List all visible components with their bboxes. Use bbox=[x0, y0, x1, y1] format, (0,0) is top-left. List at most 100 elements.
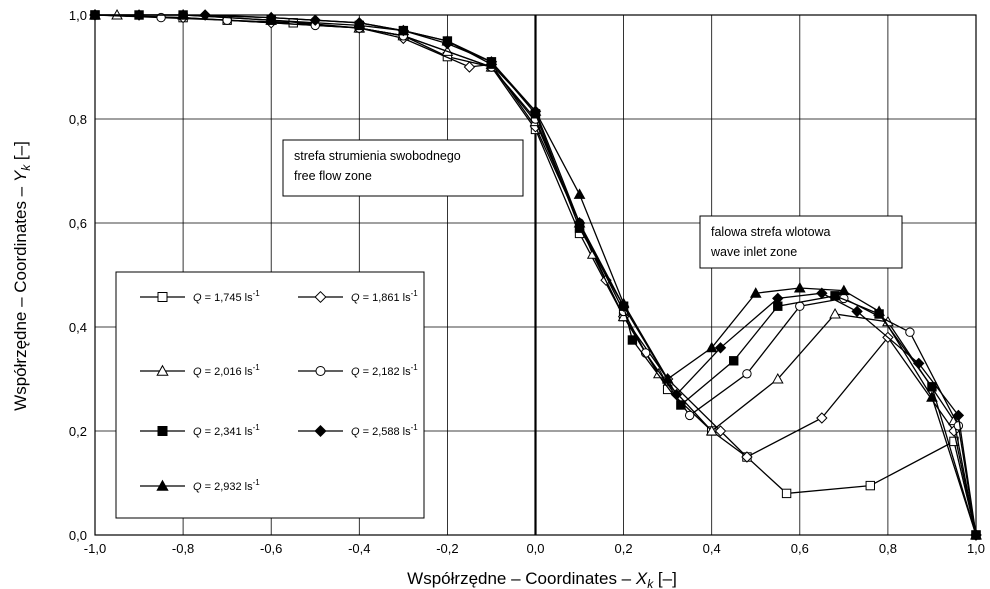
annotation-text: falowa strefa wlotowa bbox=[711, 225, 831, 239]
legend-entry-4: Q = 2,182 ls-1 bbox=[298, 363, 418, 378]
series-line bbox=[95, 14, 977, 536]
x-tick-label: 0,6 bbox=[791, 541, 809, 556]
data-point bbox=[573, 217, 586, 229]
data-point bbox=[952, 409, 965, 422]
y-tick-label: 0,8 bbox=[69, 112, 87, 127]
data-point bbox=[627, 335, 638, 345]
data-point bbox=[714, 342, 727, 354]
legend-entry-7: Q = 2,932 ls-1 bbox=[140, 478, 260, 493]
y-axis: 0,0 0,2 0,4 0,6 0,8 1,0 bbox=[69, 8, 87, 543]
x-tick-label: 0,2 bbox=[615, 541, 633, 556]
x-tick-label: -0,4 bbox=[348, 541, 370, 556]
data-point bbox=[89, 8, 101, 20]
legend-marker bbox=[315, 366, 326, 376]
data-point bbox=[705, 424, 718, 436]
data-point bbox=[771, 372, 784, 384]
y-tick-label: 0,2 bbox=[69, 424, 87, 439]
legend-label: Q = 2,016 ls-1 bbox=[193, 363, 260, 378]
x-tick-label: -1,0 bbox=[84, 541, 106, 556]
data-point bbox=[463, 61, 476, 73]
legend-var: Q bbox=[193, 481, 202, 493]
data-point bbox=[742, 369, 752, 379]
data-point bbox=[953, 421, 964, 431]
y-tick-label: 0,4 bbox=[69, 320, 87, 335]
legend-unit-exp: -1 bbox=[411, 289, 419, 298]
legend-entry-6: Q = 2,588 ls-1 bbox=[298, 423, 418, 438]
data-point bbox=[265, 11, 278, 23]
x-tick-label: 0,8 bbox=[879, 541, 897, 556]
annotation-text: wave inlet zone bbox=[710, 245, 797, 259]
legend-label: Q = 1,861 ls-1 bbox=[351, 289, 418, 304]
x-axis: -1,0 -0,8 -0,6 -0,4 -0,2 0,0 0,2 0,4 0,6 0,8 1,0 bbox=[84, 541, 985, 556]
x-tick-label: 0,4 bbox=[703, 541, 721, 556]
legend-unit-exp: -1 bbox=[253, 478, 261, 487]
legend-marker bbox=[157, 292, 168, 302]
data-point bbox=[684, 410, 695, 421]
legend-value: = 2,016 ls bbox=[202, 366, 254, 378]
data-point bbox=[793, 281, 806, 293]
annotation-text: strefa strumienia swobodnego bbox=[294, 149, 461, 163]
data-point bbox=[661, 372, 674, 384]
x-axis-title-unit: [–] bbox=[653, 569, 677, 588]
legend-value: = 2,182 ls bbox=[360, 366, 412, 378]
x-axis-title-main: Współrzędne – Coordinates – bbox=[407, 569, 636, 588]
x-tick-label: 0,0 bbox=[526, 541, 544, 556]
data-point bbox=[705, 341, 718, 353]
data-point bbox=[772, 292, 784, 305]
data-point bbox=[838, 284, 850, 296]
data-point bbox=[353, 16, 366, 28]
y-axis-title-main: Współrzędne – Coordinates – bbox=[11, 182, 30, 411]
data-point bbox=[873, 305, 885, 316]
legend-unit-exp: -1 bbox=[411, 423, 419, 432]
series-line bbox=[94, 14, 977, 536]
y-axis-title: Współrzędne – Coordinates – Yk [–] bbox=[11, 141, 33, 411]
legend-entry-1: Q = 1,745 ls-1 bbox=[140, 289, 260, 304]
data-point bbox=[781, 488, 792, 499]
legend-frame bbox=[115, 271, 425, 519]
data-point bbox=[816, 287, 828, 299]
legend-unit-exp: -1 bbox=[411, 363, 419, 372]
legend-marker bbox=[314, 290, 327, 304]
legend-label: Q = 2,182 ls-1 bbox=[351, 363, 418, 378]
legend-label: Q = 2,932 ls-1 bbox=[193, 478, 260, 493]
data-point bbox=[741, 451, 753, 463]
x-tick-label: -0,6 bbox=[260, 541, 282, 556]
data-point bbox=[617, 297, 630, 309]
data-point bbox=[816, 412, 828, 424]
data-point bbox=[714, 425, 727, 437]
y-axis-title-var: Y bbox=[11, 169, 30, 182]
x-tick-label: -0,2 bbox=[436, 541, 458, 556]
x-tick-label: 1,0 bbox=[967, 541, 985, 556]
y-axis-title-unit: [–] bbox=[11, 141, 30, 165]
data-point bbox=[573, 188, 586, 199]
data-point bbox=[529, 105, 542, 116]
legend-value: = 2,588 ls bbox=[360, 426, 412, 438]
y-tick-label: 0,0 bbox=[69, 528, 87, 543]
legend-var: Q bbox=[193, 292, 202, 304]
legend-value: = 2,932 ls bbox=[202, 481, 254, 493]
legend-unit-exp: -1 bbox=[253, 423, 261, 432]
data-point bbox=[676, 400, 686, 410]
annotation-box-1: strefa strumienia swobodnego free flow zo… bbox=[282, 139, 524, 197]
legend-unit-exp: -1 bbox=[253, 289, 261, 298]
legend-var: Q bbox=[193, 366, 202, 378]
data-point bbox=[913, 357, 925, 370]
annotation-box-2: falowa strefa wlotowa wave inlet zone bbox=[699, 215, 903, 269]
data-point bbox=[485, 58, 498, 69]
plot-frame bbox=[94, 14, 977, 536]
data-point bbox=[729, 356, 739, 366]
data-point bbox=[177, 8, 189, 20]
y-tick-label: 0,6 bbox=[69, 216, 87, 231]
annotation-frame bbox=[699, 215, 903, 269]
annotations: strefa strumienia swobodnego free flow zo… bbox=[282, 139, 903, 269]
grid-lines bbox=[94, 14, 977, 536]
legend-marker bbox=[156, 364, 169, 376]
legend-value: = 1,861 ls bbox=[360, 292, 412, 304]
legend-entry-2: Q = 1,861 ls-1 bbox=[298, 289, 418, 304]
legend-label: Q = 1,745 ls-1 bbox=[193, 289, 260, 304]
data-point bbox=[829, 307, 841, 319]
x-axis-title-sub: k bbox=[647, 577, 654, 589]
x-axis-title: Współrzędne – Coordinates – Xk [–] bbox=[407, 569, 677, 589]
annotation-text: free flow zone bbox=[294, 169, 372, 183]
y-tick-label: 1,0 bbox=[69, 8, 87, 23]
